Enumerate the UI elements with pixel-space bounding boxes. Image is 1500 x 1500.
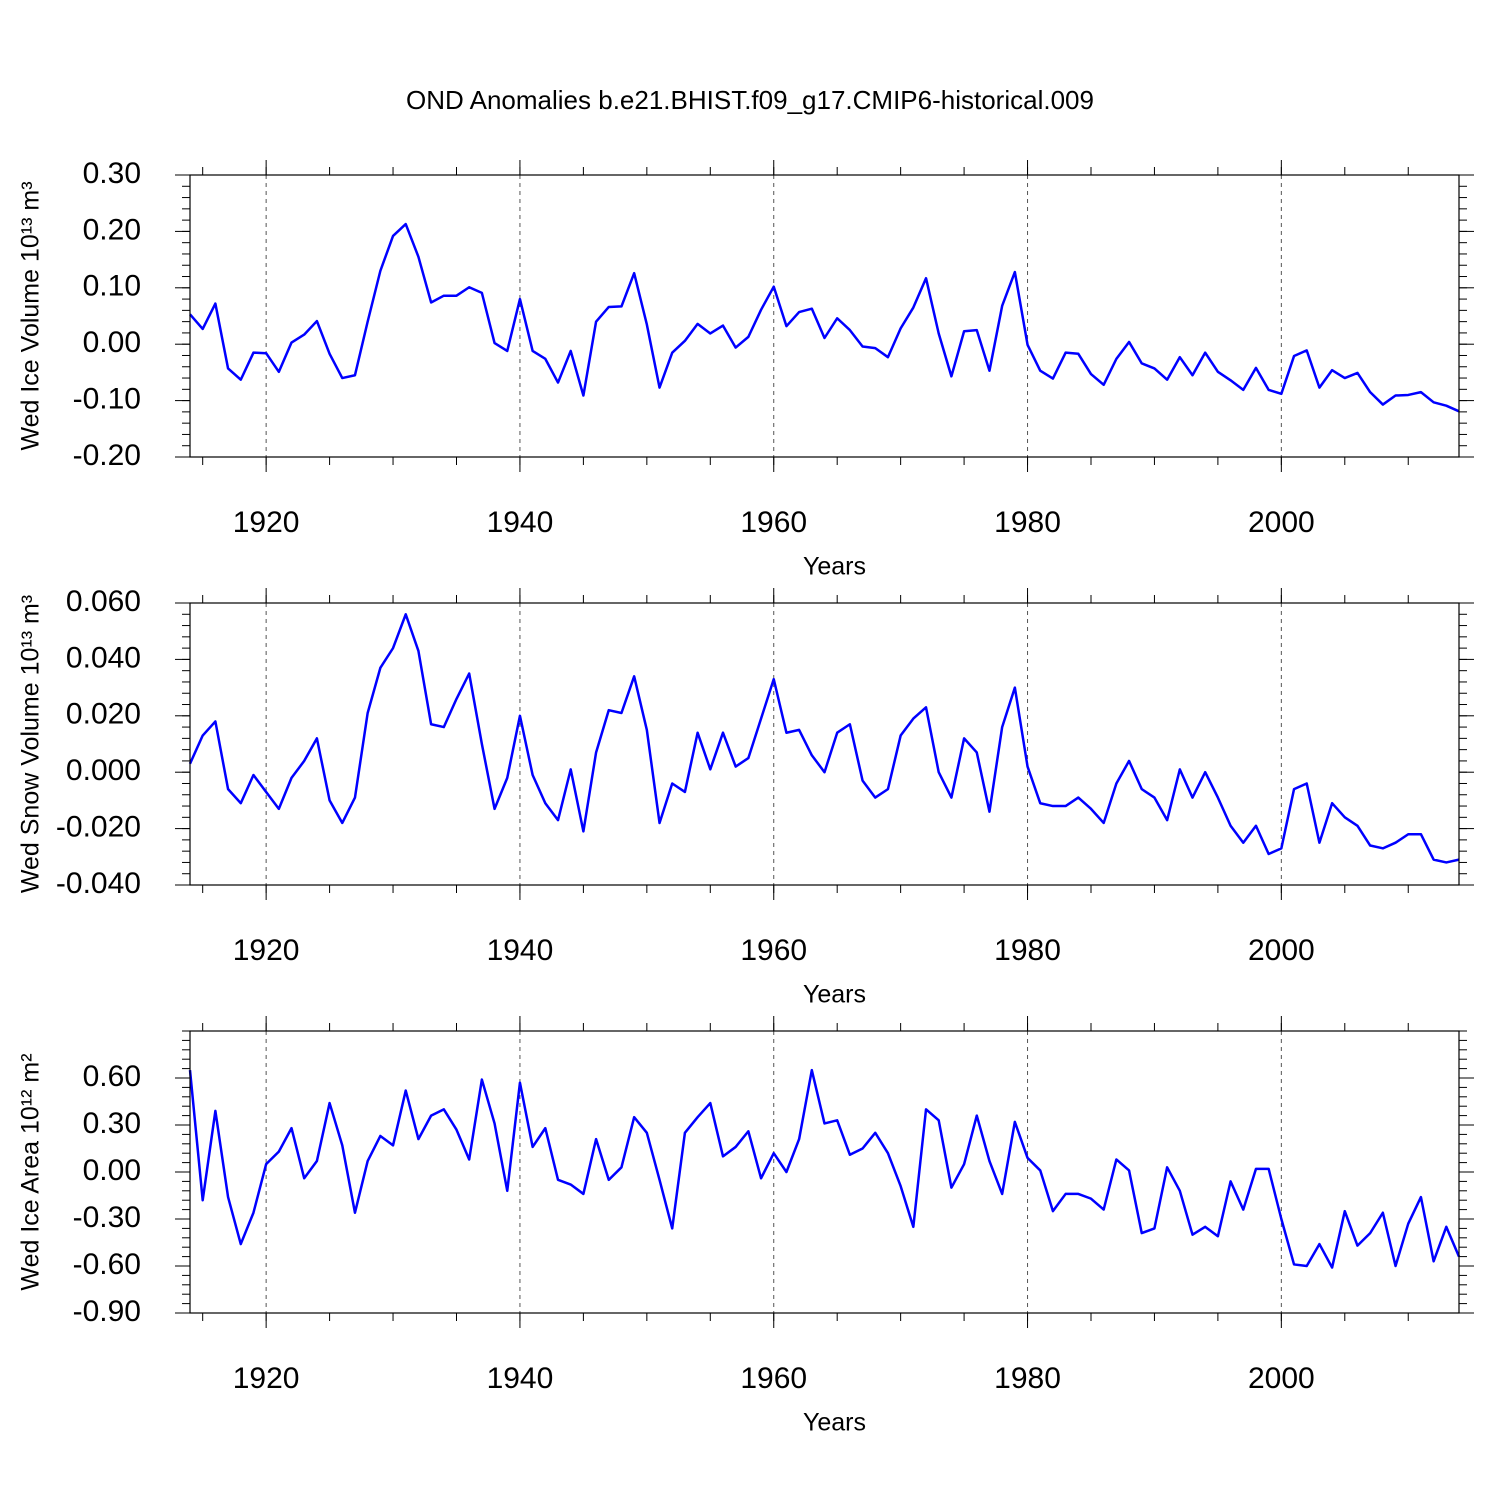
plot-frame — [189, 1030, 1460, 1314]
x-tick-label: 1920 — [233, 506, 300, 539]
data-line — [189, 222, 1460, 413]
x-tick-label: 2000 — [1248, 934, 1315, 967]
y-tick-label: -0.10 — [73, 383, 141, 416]
y-tick-label: 0.20 — [83, 213, 141, 246]
x-tick-label: 1940 — [487, 934, 554, 967]
y-axis-title: Wed Snow Volume 10¹³ m³ — [17, 595, 45, 893]
x-tick-label: 1920 — [233, 1362, 300, 1395]
data-line — [188, 613, 1460, 864]
x-tick-label: 1960 — [740, 1362, 807, 1395]
x-tick-label: 1980 — [994, 506, 1061, 539]
y-tick-label: 0.30 — [83, 157, 141, 190]
y-tick-label: 0.060 — [66, 585, 141, 618]
y-axis-title: Wed Ice Area 10¹² m² — [17, 1053, 45, 1290]
x-tick-label: 2000 — [1248, 506, 1315, 539]
x-tick-label: 1940 — [487, 1362, 554, 1395]
y-tick-label: 0.000 — [66, 754, 141, 787]
chart-title: OND Anomalies b.e21.BHIST.f09_g17.CMIP6-… — [406, 85, 1094, 115]
data-line — [188, 1068, 1461, 1269]
y-tick-label: -0.20 — [73, 439, 141, 472]
y-tick-label: -0.040 — [56, 867, 141, 900]
y-tick-label: 0.60 — [83, 1060, 141, 1093]
y-tick-label: 0.00 — [83, 326, 141, 359]
y-tick-label: -0.60 — [73, 1248, 141, 1281]
y-tick-label: 0.020 — [66, 698, 141, 731]
y-axis-title: Wed Ice Volume 10¹³ m³ — [17, 181, 45, 450]
y-tick-label: -0.30 — [73, 1201, 141, 1234]
plot-frame — [189, 174, 1460, 458]
y-tick-label: -0.020 — [56, 811, 141, 844]
plot-frame — [189, 602, 1460, 886]
x-tick-label: 1920 — [233, 934, 300, 967]
x-axis-title: Years — [803, 553, 866, 581]
x-axis-title: Years — [803, 1409, 866, 1437]
y-tick-label: -0.90 — [73, 1295, 141, 1328]
y-tick-label: 0.00 — [83, 1154, 141, 1187]
y-tick-label: 0.040 — [66, 641, 141, 674]
y-tick-label: 0.10 — [83, 270, 141, 303]
x-tick-label: 1940 — [487, 506, 554, 539]
x-tick-label: 1960 — [740, 934, 807, 967]
x-tick-label: 1980 — [994, 1362, 1061, 1395]
x-tick-label: 1960 — [740, 506, 807, 539]
y-tick-label: 0.30 — [83, 1107, 141, 1140]
x-axis-title: Years — [803, 981, 866, 1009]
x-tick-label: 2000 — [1248, 1362, 1315, 1395]
x-tick-label: 1980 — [994, 934, 1061, 967]
